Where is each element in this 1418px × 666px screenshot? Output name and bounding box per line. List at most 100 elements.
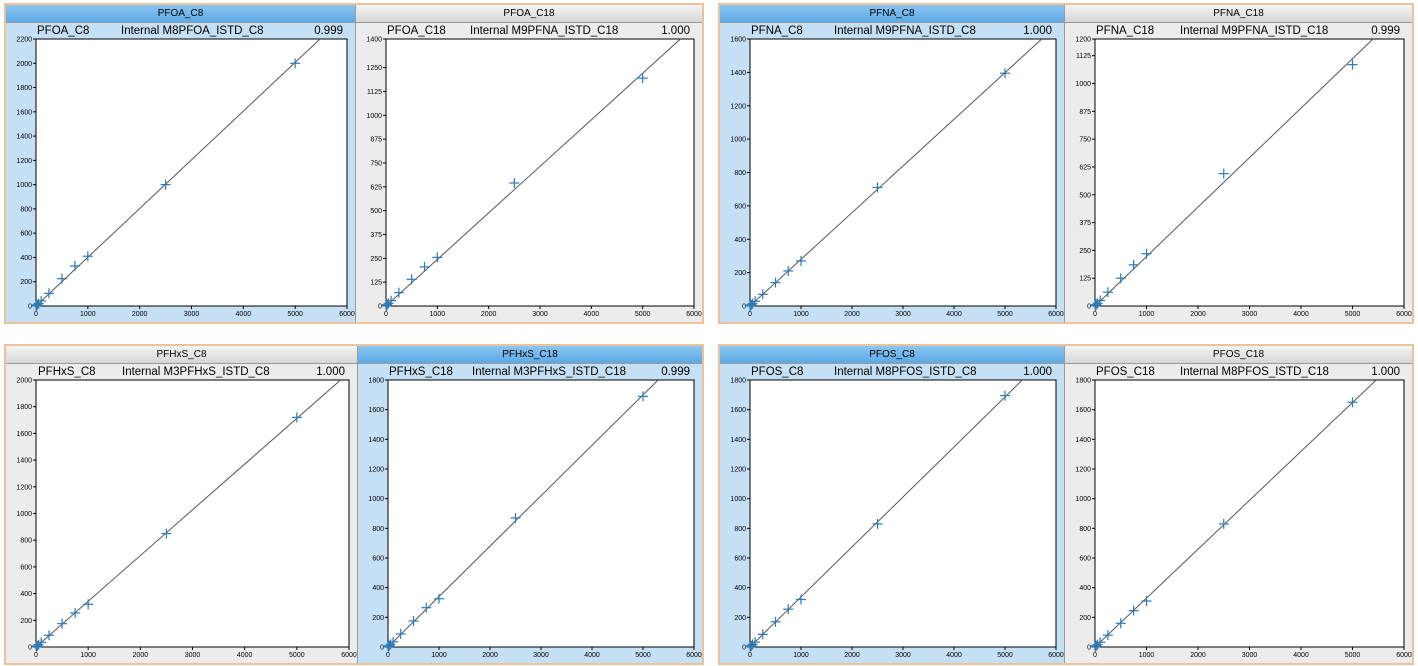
x-tick-label: 2000 [132, 311, 148, 318]
compound-name: PFOA_C18 [387, 25, 446, 37]
x-tick-label: 1000 [793, 311, 809, 318]
data-point [1102, 630, 1113, 641]
chart-tab-title[interactable]: PFOS_C18 [1065, 346, 1412, 364]
x-tick-label: 3000 [533, 652, 549, 659]
istd-name: Internal M3PFHxS_ISTD_C8 [122, 366, 270, 378]
x-tick-label: 5000 [997, 311, 1013, 318]
data-point [432, 252, 443, 263]
plot-frame [749, 38, 1057, 307]
x-tick-label: 4000 [584, 652, 600, 659]
y-tick-label: 2000 [16, 378, 32, 385]
data-point [750, 296, 761, 307]
y-tick-label: 600 [734, 203, 746, 210]
data-point [872, 182, 883, 193]
data-point [82, 251, 93, 262]
data-point [747, 298, 758, 309]
data-point [408, 616, 419, 627]
y-tick-label: 0 [380, 645, 384, 652]
calibration-line [1094, 379, 1377, 648]
chart-tab-title[interactable]: PFHxS_C18 [358, 346, 702, 364]
x-tick-label: 6000 [686, 311, 702, 318]
chart-tab-title[interactable]: PFOS_C8 [720, 346, 1064, 364]
data-point [1347, 59, 1358, 70]
data-point [770, 616, 781, 627]
x-tick-label: 6000 [1396, 652, 1412, 659]
y-tick-label: 600 [372, 556, 384, 563]
chart-pfna-c8: PFNA_C8 PFNA_C8 Internal M9PFNA_ISTD_C8 1.0… [720, 5, 1064, 322]
y-tick-label: 0 [1087, 304, 1091, 311]
y-tick-label: 0 [742, 304, 746, 311]
x-tick-label: 5000 [289, 652, 305, 659]
plot-area: 0 125 250 375 500 625 750 875 1000 1125 1200 0 1000 2… [1075, 37, 1412, 319]
x-tick-label: 6000 [1048, 311, 1064, 318]
plot-area: 0 200 400 600 800 1000 1200 1400 1600 0 1000 2000 30… [730, 37, 1064, 319]
r-squared: 1.000 [1023, 366, 1052, 378]
x-tick-label: 0 [384, 311, 388, 318]
y-tick-label: 875 [370, 137, 382, 144]
r-squared: 0.999 [1371, 25, 1400, 37]
data-point [31, 300, 42, 311]
chart-group-pfoa: PFOA_C8 PFOA_C8 Internal M8PFOA_ISTD_C8 0.9… [4, 3, 704, 324]
plot-area: 0 125 250 375 500 625 750 875 1000 1125 1250 1400 0 1… [366, 37, 702, 319]
y-tick-label: 1000 [368, 496, 384, 503]
y-tick-label: 400 [20, 255, 32, 262]
data-point [750, 637, 761, 648]
y-tick-label: 500 [370, 208, 382, 215]
chart-tab-title[interactable]: PFOA_C18 [356, 5, 702, 23]
chart-tab-title[interactable]: PFNA_C8 [720, 5, 1064, 23]
y-tick-label: 1600 [730, 37, 746, 44]
data-point [1115, 618, 1126, 629]
y-tick-label: 200 [20, 618, 32, 625]
y-tick-label: 250 [370, 256, 382, 263]
divider [355, 5, 356, 322]
data-point [36, 295, 47, 306]
x-tick-label: 3000 [1242, 652, 1258, 659]
data-point [1095, 295, 1106, 306]
x-tick-label: 2000 [844, 311, 860, 318]
data-point [36, 637, 47, 648]
data-point [1115, 273, 1126, 284]
x-tick-label: 3000 [1242, 311, 1258, 318]
data-point [406, 274, 417, 285]
calibration-line [749, 379, 1023, 648]
y-tick-label: 1200 [730, 467, 746, 474]
data-point [510, 512, 521, 523]
x-tick-label: 3000 [895, 652, 911, 659]
y-tick-label: 1000 [16, 182, 32, 189]
y-tick-label: 1400 [366, 37, 382, 44]
data-point [70, 607, 81, 618]
data-point [33, 639, 44, 650]
y-tick-label: 1200 [368, 467, 384, 474]
y-tick-label: 1800 [1075, 378, 1091, 385]
data-point [1128, 605, 1139, 616]
chart-tab-title[interactable]: PFNA_C18 [1065, 5, 1412, 23]
plot-area: 0 200 400 600 800 1000 1200 1400 1600 1800 0 1000 20… [368, 378, 701, 660]
data-point [1092, 639, 1103, 650]
data-point [291, 412, 302, 423]
istd-name: Internal M9PFNA_ISTD_C8 [834, 25, 976, 37]
data-point [419, 261, 430, 272]
y-tick-label: 625 [370, 184, 382, 191]
data-point [1218, 518, 1229, 529]
calibration-line [1094, 38, 1374, 307]
chart-body: PFOA_C8 Internal M8PFOA_ISTD_C8 0.999 0 200 4… [6, 23, 355, 322]
y-tick-label: 1600 [1075, 407, 1091, 414]
chart-tab-title[interactable]: PFOA_C8 [6, 5, 355, 23]
data-point [1128, 259, 1139, 270]
y-tick-label: 1200 [1075, 467, 1091, 474]
y-tick-label: 800 [20, 538, 32, 545]
x-tick-label: 2000 [481, 311, 497, 318]
istd-name: Internal M3PFHxS_ISTD_C18 [472, 366, 627, 378]
data-point [509, 177, 520, 188]
chart-tab-title[interactable]: PFHxS_C8 [6, 346, 357, 364]
x-tick-label: 4000 [946, 652, 962, 659]
y-tick-label: 1000 [1075, 496, 1091, 503]
divider [1064, 346, 1065, 663]
compound-name: PFOS_C8 [751, 366, 804, 378]
chart-group-pfna: PFNA_C8 PFNA_C8 Internal M9PFNA_ISTD_C8 1.0… [718, 3, 1414, 324]
x-tick-label: 5000 [635, 652, 651, 659]
x-tick-label: 3000 [532, 311, 548, 318]
compound-name: PFNA_C8 [751, 25, 803, 37]
x-tick-label: 6000 [1396, 311, 1412, 318]
data-point [44, 630, 55, 641]
